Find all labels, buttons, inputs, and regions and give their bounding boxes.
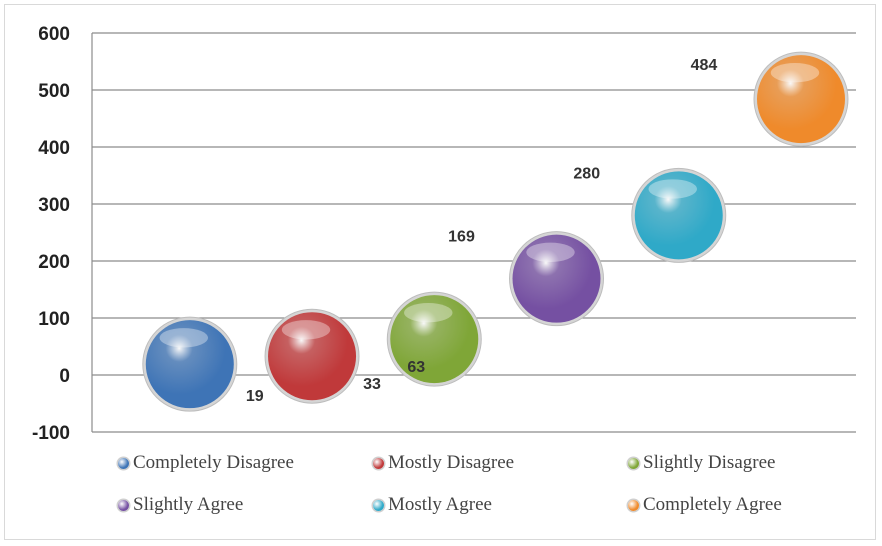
legend-item: Completely Agree [628,494,858,516]
bubble-chart: -100 0 100 200 300 400 500 600 19 33 63 169 280 484 [32,24,856,444]
y-tick-label: 0 [59,366,70,387]
bubble-slightly-disagree [390,295,479,384]
legend-label: Completely Disagree [133,452,294,473]
y-tick-label: 400 [38,138,70,159]
bubble-highlight [281,320,331,340]
data-label: 19 [246,388,264,405]
legend: Completely Disagree Mostly Disagree Slight… [118,452,858,516]
data-points [142,51,849,412]
legend-item: Slightly Agree [118,494,373,516]
bubble-completely-disagree [145,320,234,409]
legend-label: Mostly Agree [388,494,492,515]
data-label: 280 [573,165,600,182]
bubble-completely-agree [756,55,845,144]
bubble-highlight [404,303,453,323]
data-label: 484 [691,57,718,74]
y-tick-label: -100 [32,423,70,444]
legend-item: Mostly Agree [373,494,628,516]
bubble-highlight [648,179,697,199]
chart-frame [4,4,876,540]
y-tick-label: 300 [38,195,70,216]
legend-marker-icon [628,499,639,511]
legend-marker-icon [373,457,384,469]
legend-marker-icon [628,457,639,469]
legend-item: Mostly Disagree [373,452,628,474]
bubble-mostly-disagree [268,312,357,401]
bubble-highlight [159,328,208,348]
bubble-slightly-agree [512,234,601,323]
legend-label: Mostly Disagree [388,452,515,473]
data-labels: 19 33 63 169 280 484 [246,57,718,405]
legend-marker-icon [118,457,129,469]
y-tick-label: 200 [38,252,70,273]
y-tick-label: 500 [38,81,70,102]
legend-label: Completely Agree [643,494,782,515]
legend-item: Slightly Disagree [628,452,858,474]
y-axis-ticks: -100 0 100 200 300 400 500 600 [32,24,70,444]
data-label: 169 [448,229,475,246]
data-label: 33 [363,376,381,393]
legend-label: Slightly Disagree [643,452,776,473]
bubble-highlight [526,242,575,262]
legend-marker-icon [118,499,129,511]
bubble-highlight [770,63,820,83]
legend-item: Completely Disagree [118,452,373,474]
legend-label: Slightly Agree [133,494,244,515]
y-tick-label: 600 [38,24,70,45]
legend-marker-icon [373,499,384,511]
bubble-mostly-agree [634,171,723,260]
y-tick-label: 100 [38,309,70,330]
data-label: 63 [407,359,425,376]
